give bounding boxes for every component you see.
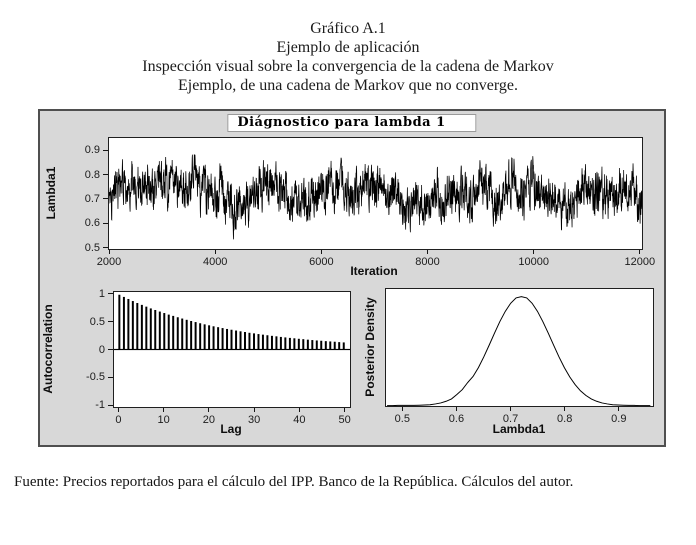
trace-plot (108, 137, 643, 250)
density-y-axis-label: Posterior Density (363, 297, 377, 397)
axis-tick (214, 250, 216, 254)
axis-tick (639, 250, 641, 254)
axis-tick (298, 408, 300, 412)
axis-tick-label: 0.9 (611, 413, 627, 425)
density-curve-chart (387, 296, 651, 406)
axis-tick-label: 6000 (309, 256, 334, 268)
axis-tick (320, 250, 322, 254)
trace-y-axis-label: Lambda1 (44, 166, 58, 220)
axis-tick (108, 293, 113, 295)
axis-tick-label: 0.5 (89, 315, 105, 328)
axis-tick (455, 407, 457, 411)
autocorrelation-bar-chart (114, 294, 350, 351)
acf-y-axis-label: Autocorrelation (41, 304, 55, 394)
autocorrelation-plot (113, 291, 351, 408)
axis-tick-label: 30 (248, 414, 261, 426)
axis-tick (108, 376, 113, 378)
figure-title-line-4: Ejemplo, de una cadena de Markov que no … (177, 77, 519, 94)
axis-tick-label: 4000 (202, 256, 228, 268)
axis-tick (103, 198, 108, 200)
axis-tick-label: 0.8 (84, 168, 100, 181)
axis-tick-label: 8000 (415, 256, 440, 268)
figure-title-line-1: Gráfico A.1 (310, 20, 386, 37)
source-note: Fuente: Precios reportados para el cálcu… (14, 474, 574, 490)
axis-tick-label: 0.6 (84, 217, 100, 230)
axis-tick-label: 0 (115, 414, 122, 426)
axis-tick-label: 0.7 (502, 413, 519, 425)
axis-tick-label: -0.5 (86, 371, 105, 384)
axis-tick (103, 174, 108, 176)
axis-tick-label: 40 (293, 414, 306, 426)
axis-tick (533, 250, 535, 254)
axis-tick-label: 0.7 (84, 192, 100, 205)
axis-tick-label: 12000 (624, 256, 656, 268)
axis-tick-label: 2000 (96, 256, 122, 268)
axis-tick-label: 1 (98, 287, 105, 300)
axis-tick (344, 408, 346, 412)
acf-x-axis-label: Lag (220, 422, 242, 436)
axis-tick-label: 0.9 (84, 144, 100, 157)
trace-x-axis-label: Iteration (350, 264, 398, 278)
axis-tick-label: 0.5 (84, 241, 100, 254)
axis-tick-label: 0.5 (394, 413, 410, 425)
axis-tick (208, 408, 210, 412)
axis-tick (108, 321, 113, 323)
axis-tick (564, 407, 566, 411)
posterior-density-plot (385, 288, 654, 407)
diagnostics-panel: Diágnostico para lambda 1 Lambda1 Iterat… (38, 109, 666, 447)
trace-line-chart (109, 154, 642, 240)
axis-tick (108, 250, 110, 254)
axis-tick (103, 247, 108, 249)
axis-tick-label: 10000 (518, 256, 549, 268)
axis-tick (163, 408, 165, 412)
axis-tick (401, 407, 403, 411)
figure-title-line-3: Inspección visual sobre la convergencia … (142, 58, 554, 75)
axis-tick-label: 10 (157, 414, 170, 426)
axis-tick-label: -1 (95, 399, 105, 412)
panel-title: Diágnostico para lambda 1 (227, 114, 477, 132)
axis-tick (103, 149, 108, 151)
figure-title-block: Gráfico A.1 Ejemplo de aplicación Inspec… (0, 19, 696, 95)
axis-tick (108, 349, 113, 350)
axis-tick (103, 222, 108, 224)
axis-tick-label: 0.8 (557, 413, 573, 425)
axis-tick (108, 404, 113, 406)
axis-tick (427, 250, 428, 254)
axis-tick (510, 407, 512, 411)
axis-tick-label: 0 (98, 343, 105, 356)
axis-tick-label: 0.6 (448, 413, 465, 425)
density-x-axis-label: Lambda1 (492, 422, 546, 436)
axis-tick (117, 408, 119, 412)
axis-tick-label: 50 (338, 414, 351, 426)
figure-title-line-2: Ejemplo de aplicación (276, 39, 420, 56)
axis-tick (618, 407, 620, 411)
axis-tick-label: 20 (202, 414, 216, 426)
axis-tick (253, 408, 255, 412)
